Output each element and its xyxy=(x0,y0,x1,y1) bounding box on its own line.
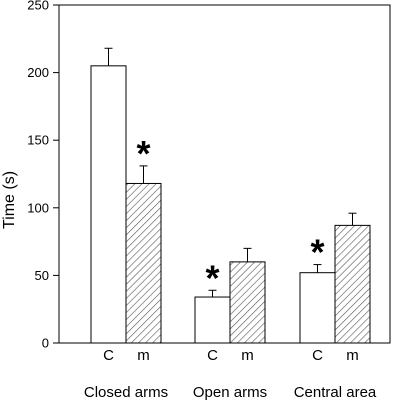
plot-area: 0 50 100 150 200 250 C * m Closed arms * C m Open arm… xyxy=(27,0,391,401)
significance-star: * xyxy=(310,232,324,273)
bar-label: m xyxy=(346,347,359,364)
bar xyxy=(90,65,127,344)
bar-label: C xyxy=(207,347,218,364)
bar xyxy=(229,261,266,344)
group-label: Central area xyxy=(294,384,377,401)
significance-star: * xyxy=(136,133,150,174)
y-tick-label: 150 xyxy=(27,133,49,148)
group-label: Closed arms xyxy=(84,384,168,401)
y-tick-label: 100 xyxy=(27,200,49,215)
y-tick-label: 200 xyxy=(27,65,49,80)
bar-label: C xyxy=(312,347,323,364)
bar xyxy=(194,296,231,344)
bar-label: m xyxy=(137,347,150,364)
bar-label: C xyxy=(103,347,114,364)
bar xyxy=(299,272,336,344)
y-tick-label: 50 xyxy=(35,268,49,283)
y-axis-label: Time (s) xyxy=(1,171,18,229)
bar-label: m xyxy=(241,347,254,364)
y-tick-label: 0 xyxy=(42,336,49,351)
group-label: Open arms xyxy=(193,384,267,401)
bar xyxy=(125,182,162,344)
bar xyxy=(334,224,371,344)
significance-star: * xyxy=(205,257,219,298)
y-tick-label: 250 xyxy=(27,0,49,13)
